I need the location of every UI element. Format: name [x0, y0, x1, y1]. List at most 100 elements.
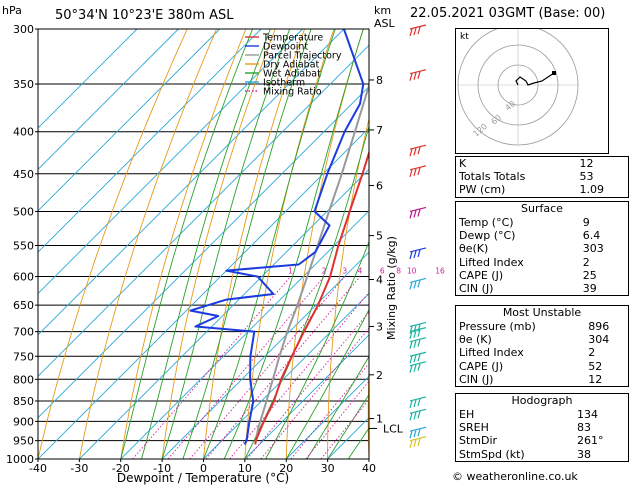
- row-value: 83: [577, 421, 592, 435]
- wet-adiabat-line: [306, 355, 369, 459]
- table-row: K 12: [456, 157, 628, 170]
- wind-barb-staff: [409, 24, 427, 30]
- row-value: 53: [579, 170, 594, 184]
- legend-label: Dry Adiabat: [263, 60, 320, 71]
- pressure-tick-label: 400: [13, 126, 34, 139]
- wind-barb-feather: [409, 282, 413, 290]
- isotherm-line: [120, 210, 369, 459]
- row-value: 52: [588, 359, 603, 373]
- table-row: Dewp (°C) 6.4: [456, 229, 628, 242]
- dry-adiabat-line: [446, 29, 450, 459]
- wind-barb: [409, 436, 427, 448]
- temperature-line: [254, 149, 369, 445]
- mixing-ratio-value: 10: [407, 267, 417, 276]
- dry-adiabat-line: [203, 29, 306, 459]
- wind-barb-feather: [413, 364, 417, 372]
- wet-adiabat-line: [120, 29, 254, 459]
- wind-barb-staff: [409, 144, 427, 150]
- wind-barb-feather: [413, 325, 417, 333]
- temperature-tick-label: -10: [153, 462, 171, 475]
- wind-barb-staff: [409, 351, 427, 357]
- wind-barb-feather: [409, 331, 413, 339]
- height-tick-label: 7: [376, 124, 383, 137]
- row-value: 1.09: [579, 183, 605, 197]
- pressure-tick-label: 500: [13, 205, 34, 218]
- wind-barb-feather: [409, 430, 413, 439]
- wind-barb-feather: [413, 439, 417, 447]
- pressure-tick-label: 600: [13, 271, 34, 284]
- wind-barb-feather: [409, 73, 413, 81]
- pressure-tick-label: 450: [13, 168, 34, 181]
- row-value: 38: [577, 447, 592, 461]
- most-unstable-box: Most Unstable Pressure (mb) 896 θe (K) 304 L…: [455, 305, 629, 387]
- wind-barb-staff: [409, 426, 427, 432]
- isotherm-line: [38, 85, 369, 419]
- wind-barb-feather: [409, 211, 413, 219]
- pressure-tick-label: 1000: [6, 453, 34, 466]
- mixing-ratio-line: [305, 380, 369, 459]
- legend-label: Parcel Trajectory: [263, 51, 342, 62]
- hodograph-indices-table: EH 134 SREH 83 StmDir 261° StmSpd (kt) 38: [456, 408, 628, 461]
- row-value: 896: [588, 320, 610, 334]
- wind-barb-feather: [413, 148, 417, 156]
- wet-adiabat-line: [223, 29, 364, 459]
- wind-barb-feather: [413, 72, 417, 80]
- wind-barb-staff: [409, 277, 427, 284]
- wind-barb-feather: [417, 329, 421, 337]
- mixing-ratio-value: 3: [342, 267, 347, 276]
- wind-barb: [409, 247, 427, 260]
- isotherm-line: [38, 44, 369, 377]
- pressure-tick-label: 950: [13, 435, 34, 448]
- row-value: 6.4: [582, 229, 601, 243]
- isotherm-line: [38, 29, 303, 295]
- temperature-tick-label: 0: [200, 462, 207, 475]
- isotherm-line: [38, 29, 221, 212]
- isotherm-line: [38, 29, 262, 253]
- row-label: EH: [459, 408, 475, 422]
- row-value: 2: [588, 346, 596, 360]
- wind-barb-feather: [409, 400, 413, 409]
- isotherm-line: [285, 375, 369, 459]
- wind-barb-feather: [409, 365, 413, 373]
- hodograph-indices-box: Hodograph EH 134 SREH 83 StmDir 261° StmSpd (k…: [455, 393, 629, 462]
- wind-barb-feather: [409, 356, 413, 364]
- most-unstable-title: Most Unstable: [502, 306, 582, 319]
- lcl-label: LCL: [383, 422, 404, 435]
- wind-barb-staff: [409, 206, 427, 213]
- row-value: 39: [582, 282, 597, 296]
- mixing-ratio-line: [205, 276, 361, 459]
- wind-barb-feather: [417, 167, 421, 175]
- wind-barb-feather: [417, 438, 421, 446]
- wind-barb: [409, 144, 427, 157]
- hodograph-unit-label: kt: [460, 32, 469, 42]
- row-label: StmDir: [459, 434, 498, 448]
- wind-barb-staff: [409, 396, 427, 402]
- wind-barb: [409, 396, 427, 409]
- isotherm-line: [161, 251, 369, 459]
- height-tick-label: 2: [376, 369, 383, 382]
- wind-barb-feather: [409, 169, 413, 177]
- wind-barb-feather: [417, 280, 421, 288]
- hodograph-indices-title: Hodograph: [511, 394, 573, 407]
- wind-barb-feather: [413, 168, 417, 176]
- temperature-tick-label: 40: [362, 462, 376, 475]
- mixing-ratio-value: 20: [449, 267, 450, 276]
- wind-barb-staff: [409, 247, 427, 253]
- temperature-tick-label: -30: [70, 462, 88, 475]
- table-row: Temp (°C) 9: [456, 216, 628, 229]
- table-row: θe (K) 304: [456, 333, 628, 346]
- mixing-ratio-value: 16: [435, 267, 445, 276]
- row-value: 12: [588, 372, 603, 386]
- legend-label: Isotherm: [263, 78, 305, 89]
- isotherm-line: [38, 29, 345, 336]
- pressure-tick-label: 700: [13, 326, 34, 339]
- wind-barb-feather: [413, 210, 417, 218]
- indices-table: K 12 Totals Totals 53 PW (cm) 1.09: [456, 157, 628, 197]
- isotherm-line: [38, 29, 138, 129]
- wind-barb: [409, 408, 427, 421]
- height-tick-label: 3: [376, 320, 383, 333]
- row-label: Totals Totals: [459, 170, 526, 184]
- wind-barb: [409, 277, 427, 290]
- profiles: [189, 29, 369, 445]
